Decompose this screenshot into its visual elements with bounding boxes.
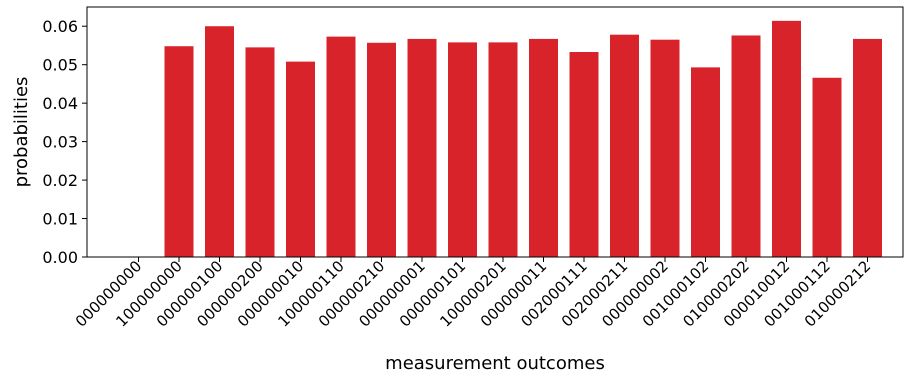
x-axis-label: measurement outcomes: [385, 353, 605, 374]
bar: [245, 47, 275, 257]
y-tick-label: 0.05: [42, 56, 78, 75]
bar: [731, 35, 761, 258]
y-axis-ticks: 0.00 0.01 0.02 0.03 0.04 0.05 0.06: [42, 17, 87, 267]
bar: [286, 61, 315, 258]
bar: [569, 52, 599, 257]
bar: [407, 38, 437, 257]
x-axis-ticks: 0000000001000000000000001000000002000000…: [72, 257, 874, 331]
y-tick-label: 0.02: [42, 171, 78, 190]
y-tick-label: 0.00: [42, 248, 78, 267]
bar: [326, 36, 356, 258]
bar: [691, 67, 720, 257]
bar: [853, 38, 882, 257]
bar: [610, 34, 639, 257]
y-tick-label: 0.06: [42, 17, 78, 36]
bar: [650, 39, 680, 257]
y-tick-label: 0.03: [42, 133, 78, 152]
y-tick-label: 0.01: [42, 210, 78, 229]
bar: [812, 77, 842, 258]
bar: [529, 38, 558, 257]
y-axis-label: probabilities: [11, 77, 32, 188]
bar: [164, 46, 194, 258]
bar: [488, 42, 518, 257]
y-tick-label: 0.04: [42, 94, 78, 113]
bar: [205, 26, 234, 258]
bar: [772, 20, 801, 257]
bars: [164, 20, 882, 258]
plot-frame: [86, 6, 904, 258]
bar: [448, 42, 477, 257]
bar: [367, 42, 396, 257]
